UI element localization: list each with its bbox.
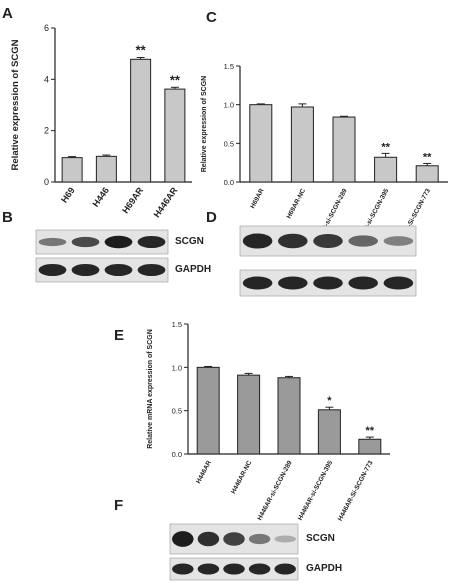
chart-e-bar	[277, 377, 301, 455]
chart-e-bar	[196, 366, 220, 455]
blot-b-target-band	[71, 236, 100, 248]
blot-f-target-band	[223, 532, 245, 546]
chart-c-ytick-label: 1.0	[224, 101, 234, 110]
chart-a-significance-label: **	[136, 43, 147, 58]
chart-c-bar	[249, 104, 273, 183]
blot-b-loading-band	[104, 263, 133, 277]
chart-c-ytick-label: 0.0	[224, 178, 234, 187]
chart-e-ytick-label: 1.5	[172, 320, 182, 329]
blot-d-target-band	[278, 233, 308, 249]
blot-f-target-band	[248, 533, 271, 545]
chart-e-ytick-label: 1.0	[172, 363, 182, 372]
chart-c-ytick-label: 1.5	[224, 62, 234, 71]
chart-a-ytick-label: 4	[44, 74, 49, 84]
chart-a-ytick-label: 0	[44, 177, 49, 187]
chart-c-bar	[374, 156, 398, 183]
chart-e-bar	[358, 438, 382, 455]
chart-c-bar	[332, 116, 356, 183]
chart-a-category-label: H446AR	[152, 185, 180, 219]
chart-c: 0.0 0.5 1.0 1.5 Relative expression of SCGN H…	[201, 62, 448, 247]
panel-label-f: F	[114, 497, 123, 514]
blot-f-loading-band	[197, 563, 220, 575]
chart-c-bar	[415, 165, 439, 183]
blot-d-loading-band	[242, 276, 273, 290]
blot-d-target-band	[313, 233, 343, 249]
chart-e-category-label: H446AR	[195, 459, 213, 485]
blot-f-target-band	[197, 531, 220, 547]
chart-e-y-axis-label: Relative mRNA expression of SCGN	[147, 329, 154, 449]
blot-f-loading-band	[172, 563, 194, 575]
blot-b-target-band	[137, 235, 166, 249]
chart-c-significance-label: **	[381, 141, 390, 153]
chart-a-bar	[61, 157, 83, 183]
panel-label-e: E	[114, 327, 124, 344]
chart-e-category-label: H446AR-si-SCGN-395	[297, 459, 335, 521]
western-blot-b	[35, 229, 169, 283]
blot-b-target-label: SCGN	[175, 236, 204, 247]
chart-e-category-label: H446AR-Si-SCGN-773	[337, 459, 375, 522]
chart-e-ytick-label: 0.5	[172, 407, 182, 416]
panel-label-c: C	[206, 9, 217, 26]
chart-a-significance-label: **	[170, 72, 181, 87]
chart-a-y-axis-label: Relative expression of SCGN	[10, 39, 21, 170]
blot-b-target-band	[104, 235, 133, 249]
chart-c-ytick-label: 0.5	[224, 139, 234, 148]
blot-d-target-band	[348, 235, 378, 247]
blot-d-loading-band	[313, 276, 343, 290]
blot-f-loading-band	[274, 563, 296, 575]
blot-d-loading-band	[348, 276, 378, 290]
chart-a-bar	[130, 58, 152, 183]
chart-c-category-label: H69AR-NC	[286, 187, 308, 220]
panel-label-a: A	[2, 5, 13, 22]
blot-f-target-label: SCGN	[306, 533, 335, 544]
chart-e-category-label: H446AR-si-SCGN-289	[256, 459, 294, 521]
chart-e-significance-label: *	[327, 395, 332, 407]
chart-a-ytick-label: 2	[44, 126, 49, 136]
chart-a-category-label: H69AR	[120, 185, 145, 215]
chart-e: 0.0 0.5 1.0 1.5 Relative mRNA expression of …	[147, 320, 390, 522]
chart-c-category-label: H69AR	[249, 187, 265, 209]
chart-e-category-label: H446AR-NC	[230, 459, 253, 495]
chart-a-bar	[95, 155, 117, 183]
western-blot-f	[169, 523, 299, 581]
blot-b-loading-label: GAPDH	[175, 264, 211, 275]
blot-f-loading-band	[248, 563, 271, 575]
chart-a: 0 2 4 6 Relative expression of SCGN H69 H446 **…	[10, 23, 192, 219]
chart-e-significance-label: **	[366, 425, 375, 437]
panel-label-b: B	[2, 209, 13, 226]
chart-e-bar	[317, 409, 341, 455]
chart-e-bar	[237, 374, 261, 455]
blot-b-loading-band	[38, 263, 67, 277]
blot-d-loading-band	[278, 276, 308, 290]
chart-c-y-axis-label: Relative expression of SCGN	[201, 76, 208, 172]
chart-a-ytick-label: 6	[44, 23, 49, 33]
blot-f-target-band	[274, 535, 296, 543]
blot-d-target-band	[383, 236, 414, 246]
blot-b-loading-band	[137, 263, 166, 277]
chart-c-bar	[290, 106, 314, 183]
blot-f-loading-band	[223, 563, 245, 575]
western-blot-d	[239, 225, 417, 297]
blot-d-target-band	[242, 233, 273, 249]
blot-b-loading-band	[71, 263, 100, 277]
blot-d-loading-band	[383, 276, 414, 290]
chart-a-category-label: H446	[90, 185, 111, 208]
blot-f-target-band	[172, 531, 194, 547]
blot-f-loading-label: GAPDH	[306, 563, 342, 574]
chart-e-ytick-label: 0.0	[172, 450, 182, 459]
chart-c-significance-label: **	[423, 151, 432, 163]
blot-b-target-band	[38, 237, 67, 247]
panel-label-d: D	[206, 209, 217, 226]
chart-a-category-label: H69	[59, 185, 77, 204]
chart-a-bar	[164, 88, 186, 183]
